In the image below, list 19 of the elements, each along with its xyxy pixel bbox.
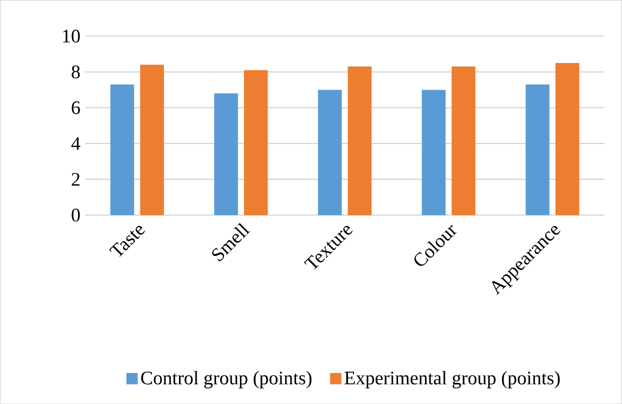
bar	[318, 90, 342, 216]
bar	[244, 70, 268, 216]
y-tick-label: 2	[72, 172, 80, 186]
bar	[348, 66, 372, 216]
bar	[140, 64, 164, 216]
y-tick-label: 0	[72, 208, 80, 222]
legend-label: Experimental group (points)	[344, 370, 560, 388]
bar	[110, 84, 134, 216]
bar	[422, 90, 446, 216]
legend-label: Control group (points)	[141, 370, 312, 388]
y-tick-label: 6	[72, 101, 80, 114]
y-tick-label: 8	[72, 65, 80, 78]
y-tick-label: 10	[63, 30, 80, 43]
x-tick-label: Taste	[109, 226, 145, 257]
bar	[452, 66, 476, 216]
bar	[214, 93, 238, 216]
bar	[526, 84, 550, 216]
bar	[555, 62, 580, 216]
y-tick-label: 4	[71, 137, 80, 150]
